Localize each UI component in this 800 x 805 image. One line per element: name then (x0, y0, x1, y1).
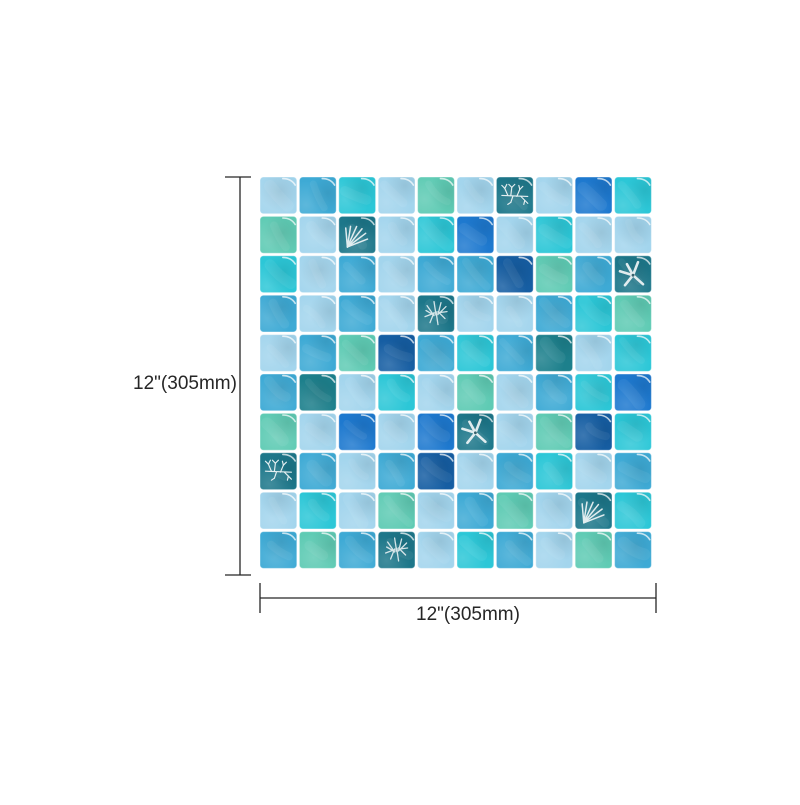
svg-text:12"(305mm): 12"(305mm) (416, 604, 520, 625)
svg-text:12"(305mm): 12"(305mm) (133, 373, 237, 394)
